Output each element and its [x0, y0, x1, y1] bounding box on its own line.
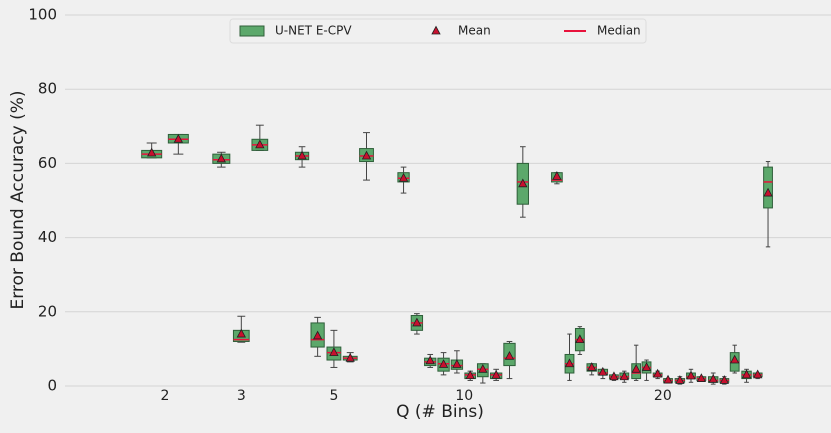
- mean-marker: [763, 187, 773, 197]
- mean-marker: [236, 328, 246, 338]
- mean-marker: [696, 373, 707, 382]
- mean-marker: [552, 171, 562, 180]
- box: [763, 166, 773, 209]
- mean-marker: [216, 153, 226, 163]
- mean-marker: [631, 363, 641, 373]
- mean-marker: [478, 363, 488, 373]
- x-tick-label: 10: [455, 388, 473, 404]
- mean-marker: [425, 355, 435, 365]
- y-tick-label: 80: [38, 80, 57, 98]
- mean-marker: [465, 370, 475, 380]
- mean-marker: [609, 371, 619, 381]
- mean-marker: [741, 369, 752, 379]
- mean-marker: [361, 150, 372, 160]
- mean-marker: [345, 352, 355, 362]
- mean-marker: [173, 133, 184, 143]
- mean-marker: [438, 359, 449, 368]
- y-tick-label: 100: [28, 6, 57, 24]
- y-tick-label: 40: [38, 228, 57, 246]
- mean-marker: [452, 359, 462, 368]
- mean-marker: [641, 362, 652, 371]
- x-tick-label: 3: [237, 388, 246, 404]
- mean-marker: [719, 375, 729, 384]
- mean-marker: [147, 147, 157, 157]
- x-axis-label: Q (# Bins): [396, 402, 484, 422]
- mean-marker: [504, 350, 515, 360]
- mean-marker: [686, 370, 696, 380]
- mean-marker: [708, 373, 718, 383]
- y-tick-label: 0: [47, 377, 57, 395]
- mean-marker: [652, 368, 663, 378]
- y-tick-label: 20: [38, 302, 57, 320]
- x-tick-label: 20: [654, 388, 672, 404]
- mean-marker: [329, 347, 339, 357]
- legend-box-swatch: [239, 25, 265, 37]
- mean-marker: [491, 369, 501, 379]
- mean-marker: [752, 369, 763, 379]
- mean-marker: [255, 139, 265, 149]
- x-tick-label: 2: [161, 388, 170, 404]
- mean-marker: [564, 358, 575, 368]
- x-tick-label: 5: [329, 388, 338, 404]
- mean-marker: [297, 150, 307, 160]
- mean-marker: [663, 374, 673, 384]
- mean-marker: [312, 330, 323, 340]
- mean-marker: [598, 366, 608, 376]
- legend-label: Mean: [458, 24, 491, 38]
- legend-mean-swatch: [431, 25, 441, 35]
- mean-marker: [518, 178, 528, 188]
- mean-marker: [587, 362, 597, 371]
- y-axis-label: Error Bound Accuracy (%): [8, 90, 28, 309]
- mean-marker: [675, 375, 685, 384]
- mean-marker: [412, 317, 422, 327]
- legend-label: U-NET E-CPV: [275, 24, 352, 38]
- mean-marker: [619, 371, 629, 381]
- mean-marker: [575, 334, 585, 344]
- y-tick-label: 60: [38, 154, 57, 172]
- mean-marker: [730, 354, 740, 364]
- legend-label: Median: [597, 24, 641, 38]
- mean-marker: [398, 172, 409, 182]
